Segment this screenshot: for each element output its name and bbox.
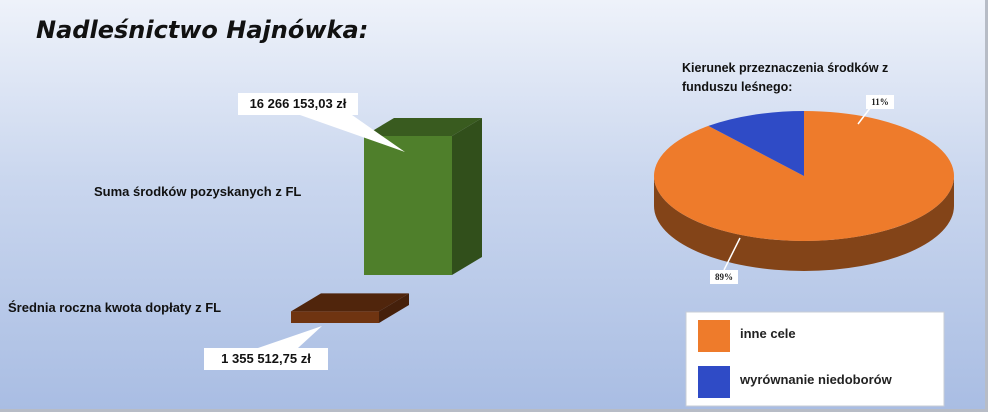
bar-top-face (291, 293, 409, 312)
pie-data-label-box (866, 95, 894, 109)
bar-category-label: Średnia roczna kwota dopłaty z FL (8, 300, 221, 315)
pie-data-label: 11% (871, 97, 889, 107)
pie-data-label: 89% (715, 272, 733, 282)
legend-swatch-inne-cele (698, 320, 730, 352)
bar-front-face (364, 136, 452, 275)
data-label-box (204, 348, 328, 370)
pie-title-line-2: funduszu leśnego: (682, 80, 792, 94)
pie-chart: 89% 11% (654, 94, 955, 284)
legend-swatch-wyrownanie (698, 366, 730, 398)
pie-slice-inne-cele (654, 110, 955, 241)
data-label-box (238, 93, 358, 115)
bar-front-face (291, 311, 379, 323)
pie-data-label-box (710, 270, 738, 284)
pie-leader-line (723, 237, 741, 271)
page-title: Nadleśnictwo Hajnówka: (36, 16, 368, 44)
legend-label-wyrownanie: wyrównanie niedoborów (739, 372, 893, 387)
pie-legend: inne cele wyrównanie niedoborów (685, 311, 945, 407)
pie-title-line-1: Kierunek przeznaczenia środków z (682, 61, 888, 75)
bar-top-face (364, 118, 482, 136)
legend-label-inne-cele: inne cele (740, 326, 796, 341)
data-label-pointer (300, 115, 405, 152)
bar-data-label: 16 266 153,03 zł (250, 96, 347, 111)
bar-side-face (379, 293, 409, 323)
bar-side-face (452, 118, 482, 275)
pie-slice-wyrównanie-niedoborów (708, 111, 804, 176)
bar-chart: Suma środków pozyskanych z FL 16 266 153,… (8, 93, 482, 370)
bar-category-label: Suma środków pozyskanych z FL (94, 184, 301, 199)
pie-side-inne-cele (654, 176, 954, 271)
data-label-pointer (258, 326, 322, 348)
bar-data-label: 1 355 512,75 zł (221, 351, 311, 366)
